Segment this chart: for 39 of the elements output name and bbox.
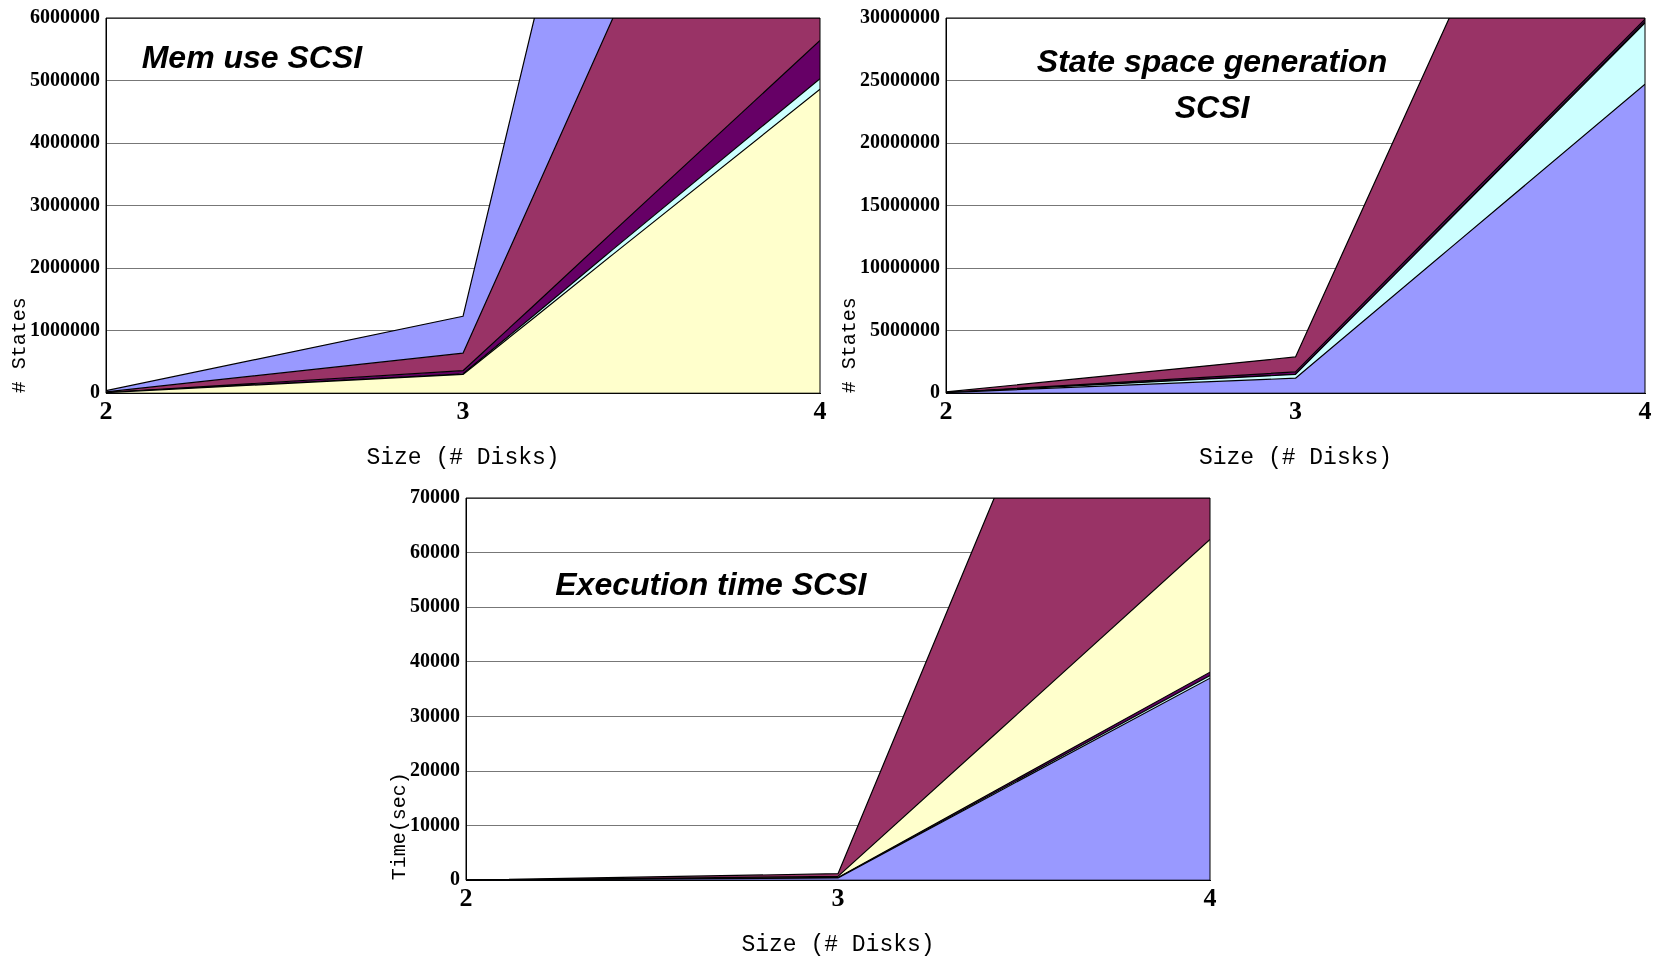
y-tick-label: 25000000	[860, 67, 940, 90]
x-axis-title: Size (# Disks)	[366, 445, 560, 472]
text: Execution time SCSI	[555, 565, 868, 602]
text: Mem use SCSI	[141, 39, 364, 76]
x-tick-label: 2	[99, 395, 113, 425]
y-tick-label: 2000000	[30, 255, 100, 278]
y-tick-label: 3000000	[30, 192, 100, 215]
y-tick-label: 4000000	[30, 130, 100, 153]
y-tick-label: 1000000	[30, 317, 100, 340]
y-tick-label: 10000000	[860, 255, 940, 278]
y-axis-title: # States	[8, 297, 32, 394]
y-tick-label: 0	[450, 867, 460, 890]
y-tick-label: 70000	[410, 485, 460, 508]
y-axis-title: Time(sec)	[388, 772, 412, 881]
x-tick-label: 4	[1203, 882, 1217, 912]
y-tick-label: 5000000	[30, 67, 100, 90]
x-tick-label: 3	[1289, 395, 1302, 425]
x-tick-label: 2	[939, 395, 953, 425]
y-tick-label: 15000000	[860, 192, 940, 215]
y-tick-label: 60000	[410, 539, 460, 562]
y-tick-label: 30000	[410, 703, 460, 726]
y-tick-label: 0	[90, 380, 100, 403]
x-tick-label: 3	[831, 882, 845, 912]
y-tick-label: 40000	[410, 648, 460, 671]
y-tick-label: 50000	[410, 594, 460, 617]
y-tick-label: 20000000	[860, 130, 940, 153]
x-axis-title: Size (# Disks)	[1198, 445, 1393, 472]
y-tick-label: 5000000	[870, 317, 940, 340]
y-tick-label: 6000000	[30, 5, 100, 28]
x-axis-title: Size (# Disks)	[741, 932, 935, 959]
y-tick-label: 10000	[410, 812, 460, 835]
y-tick-label: 0	[930, 380, 940, 403]
x-tick-label: 3	[456, 395, 470, 425]
y-axis-title: # States	[838, 297, 862, 394]
y-tick-label: 30000000	[860, 5, 940, 28]
x-tick-label: 2	[459, 882, 473, 912]
x-tick-label: 4	[1638, 395, 1652, 425]
x-tick-label: 4	[813, 395, 827, 425]
y-tick-label: 20000	[410, 758, 460, 781]
